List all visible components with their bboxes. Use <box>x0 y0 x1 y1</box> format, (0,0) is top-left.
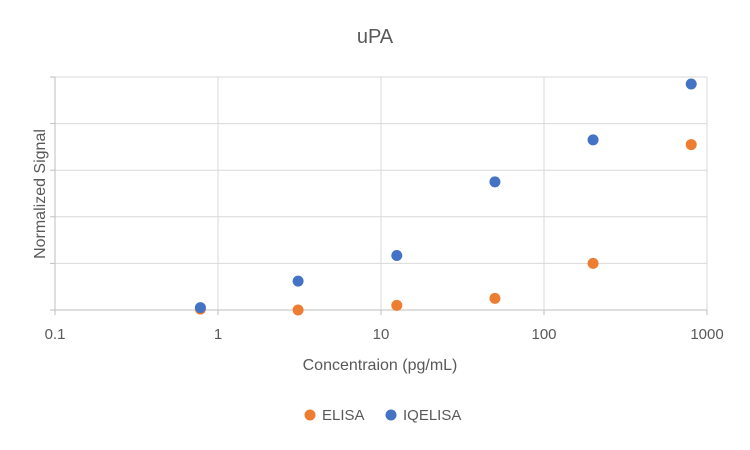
x-tick-label: 100 <box>531 326 556 343</box>
data-point-iqelisa <box>587 134 599 146</box>
legend-marker-iqelisa <box>385 409 397 421</box>
x-tick-label: 1000 <box>690 326 723 343</box>
legend-label-elisa: ELISA <box>322 407 365 424</box>
legend-label-iqelisa: IQELISA <box>403 407 461 424</box>
gridlines <box>54 76 708 310</box>
legend: ELISA IQELISA <box>304 407 461 424</box>
data-point-iqelisa <box>489 176 501 188</box>
data-point-iqelisa <box>194 302 206 314</box>
data-point-iqelisa <box>391 249 403 261</box>
data-point-iqelisa <box>685 78 697 90</box>
data-point-elisa <box>391 299 403 311</box>
x-tick-labels: 0.1 1 10 100 1000 <box>45 326 724 343</box>
axes <box>50 76 708 315</box>
data-points <box>194 78 697 316</box>
chart-title: uPA <box>357 26 394 48</box>
data-point-elisa <box>587 257 599 269</box>
data-point-iqelisa <box>292 275 304 287</box>
x-axis-title: Concentraion (pg/mL) <box>303 357 458 374</box>
y-axis-title: Normalized Signal <box>32 129 49 259</box>
x-tick-label: 0.1 <box>45 326 66 343</box>
legend-marker-elisa <box>304 409 316 421</box>
data-point-elisa <box>292 304 304 316</box>
x-tick-label: 1 <box>214 326 222 343</box>
x-tick-label: 10 <box>373 326 390 343</box>
data-point-elisa <box>489 292 501 304</box>
data-point-elisa <box>685 139 697 151</box>
